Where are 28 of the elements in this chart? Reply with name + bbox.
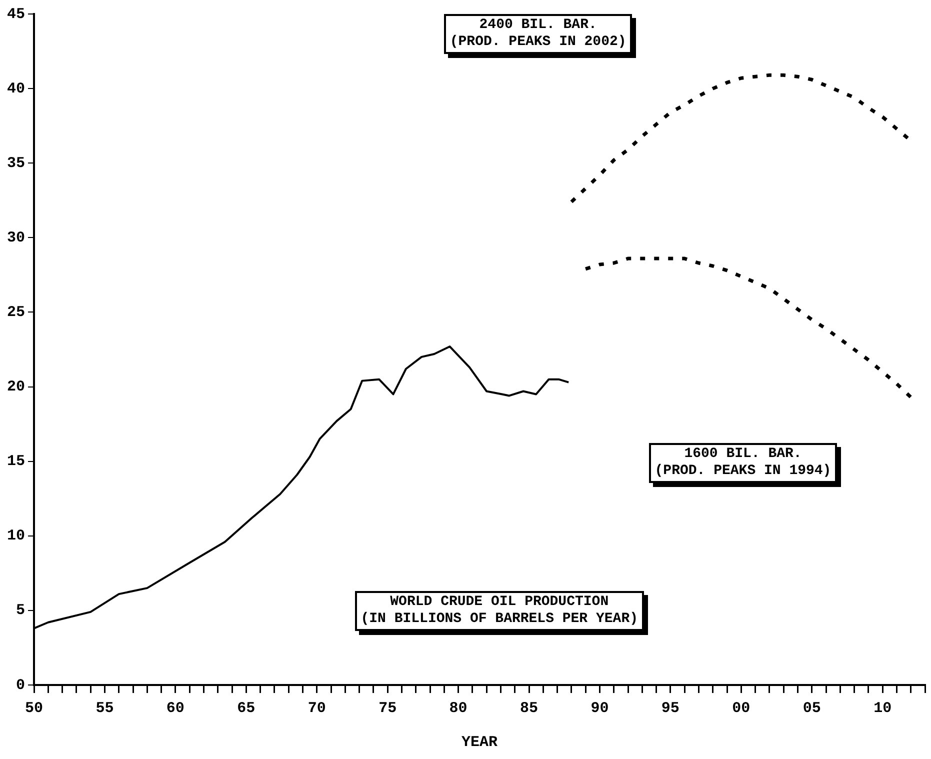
x-tick-label: 50	[24, 700, 44, 717]
y-tick-label: 35	[6, 154, 26, 172]
x-tick-label: 60	[166, 700, 184, 717]
x-tick-label: 90	[590, 700, 609, 717]
x-tick-label: 95	[661, 700, 680, 717]
y-tick-label: 15	[6, 453, 26, 470]
y-tick-label: 10	[6, 528, 26, 545]
x-axis-title: YEAR	[461, 734, 498, 751]
y-tick-label: 25	[6, 304, 26, 322]
x-tick-label: 75	[378, 700, 397, 717]
line-series	[584, 256, 913, 399]
x-tick-label: 80	[449, 700, 468, 717]
x-tick-label: 70	[308, 700, 326, 717]
text: WORLD CRUDE OIL PRODUCTION (IN BILLIONS OF BARRELS PER YEAR)	[354, 591, 644, 632]
x-tick-label: 05	[802, 700, 821, 717]
y-tick-label: 0	[16, 676, 26, 694]
y-tick-label: 45	[6, 6, 26, 23]
text: 2400 BIL. BAR. (PROD. PEAKS IN 2002)	[444, 14, 632, 54]
text: 1600 BIL. BAR. (PROD. PEAKS IN 1994)	[648, 443, 838, 484]
x-tick-label: 55	[96, 700, 114, 717]
y-tick-label: 40	[6, 80, 26, 98]
y-tick-label: 20	[6, 378, 26, 396]
x-tick-label: 85	[520, 700, 538, 717]
x-tick-label: 10	[874, 700, 892, 717]
x-tick-label: 00	[732, 700, 750, 717]
x-tick-label: 65	[237, 700, 256, 717]
y-tick-label: 5	[16, 602, 26, 620]
y-tick-label: 30	[6, 229, 26, 246]
